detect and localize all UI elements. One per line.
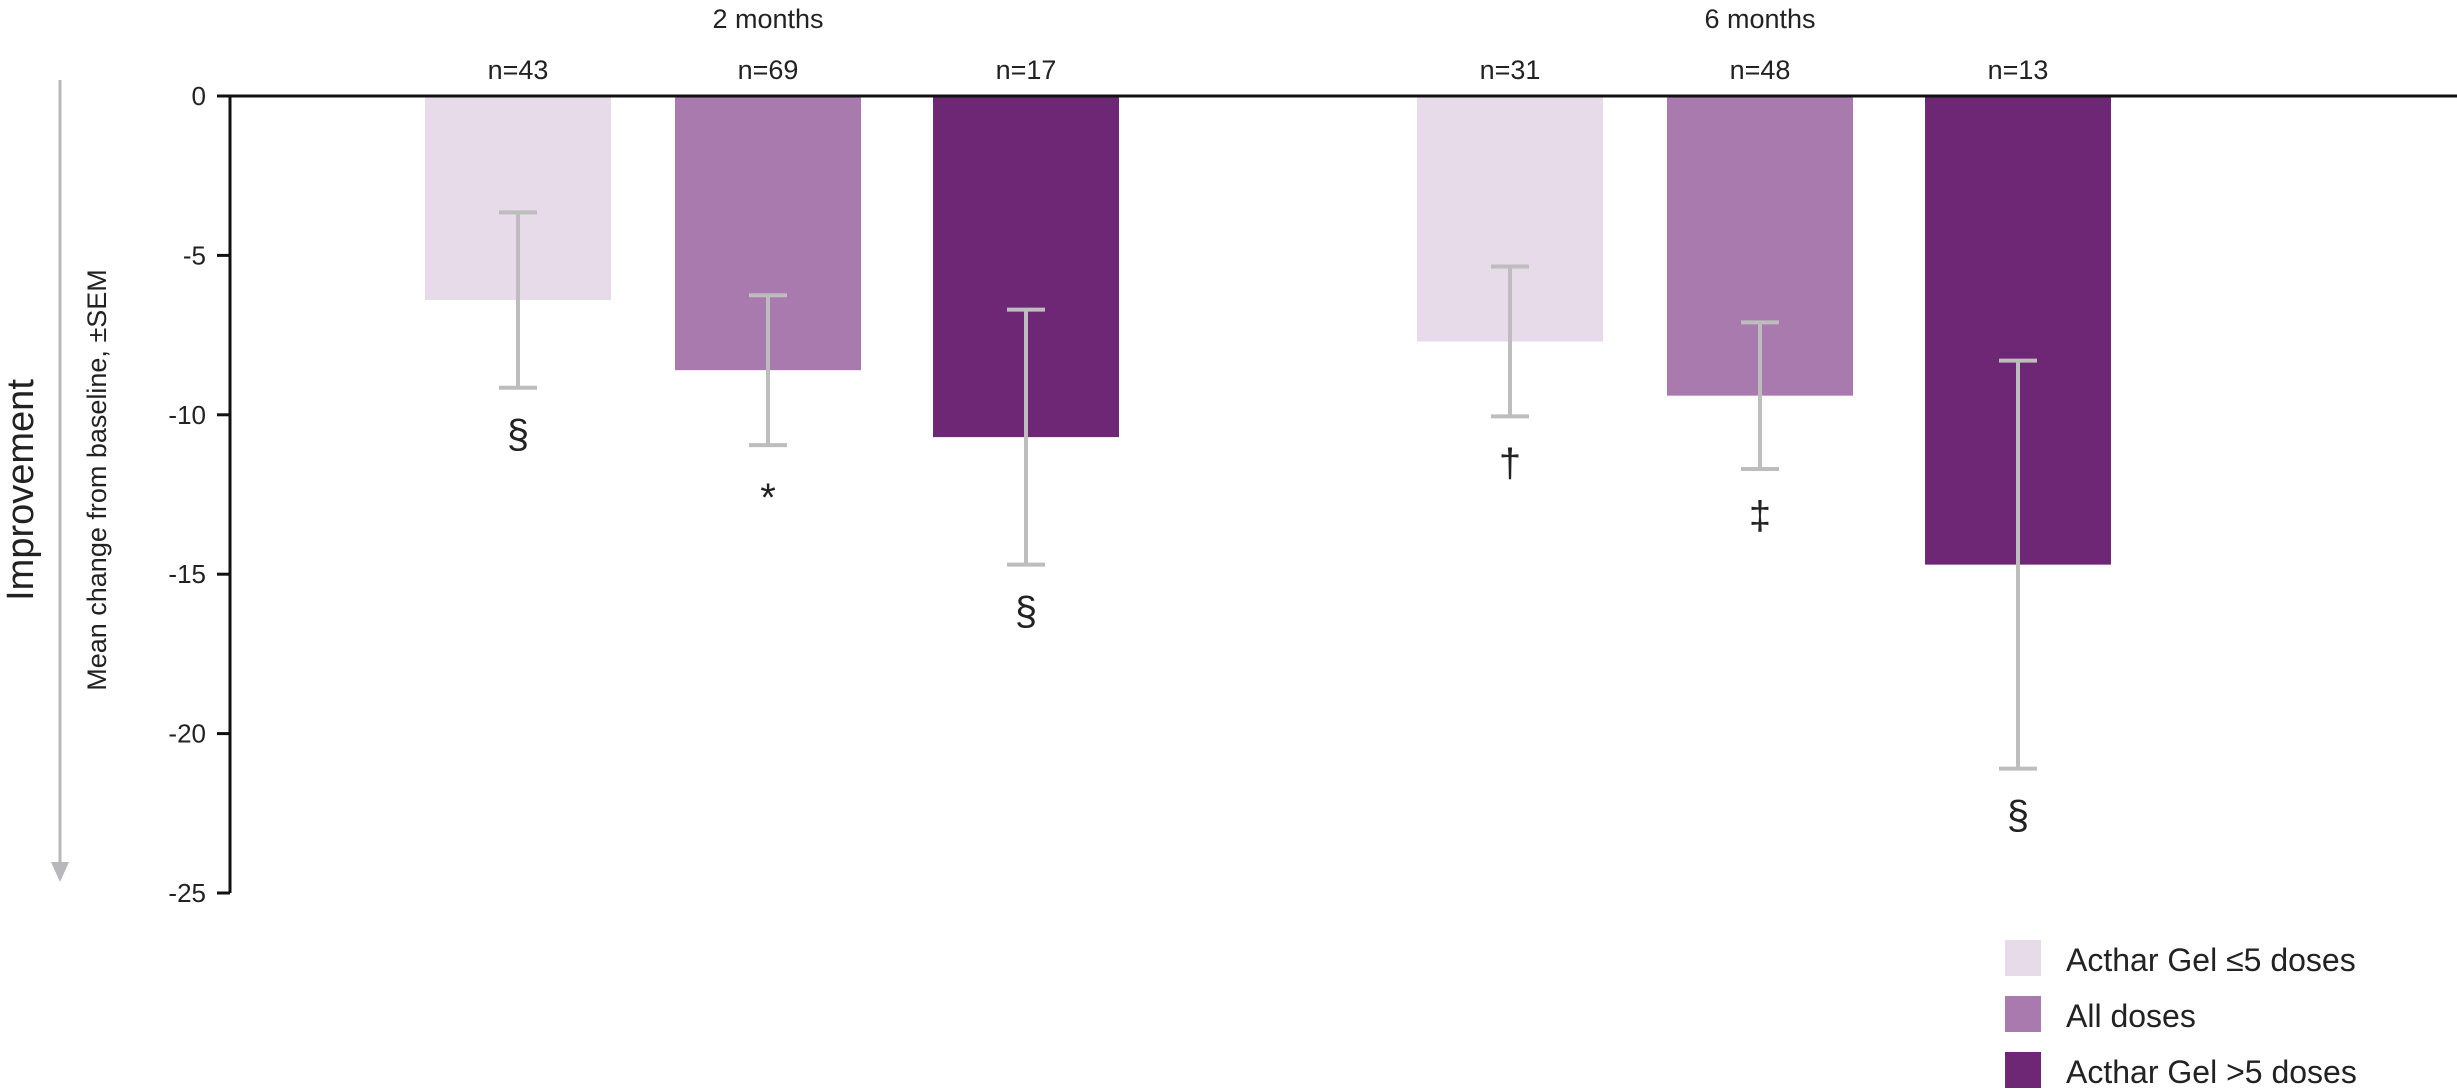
significance-symbol: § bbox=[507, 413, 529, 457]
y-tick-label: -15 bbox=[168, 559, 206, 589]
significance-symbol: † bbox=[1499, 441, 1521, 485]
legend-label: Acthar Gel ≤5 doses bbox=[2066, 942, 2356, 978]
y-tick-label: 0 bbox=[192, 81, 206, 111]
n-label: n=48 bbox=[1730, 55, 1791, 85]
legend-swatch bbox=[2005, 940, 2041, 976]
n-label: n=69 bbox=[738, 55, 799, 85]
significance-symbol: § bbox=[2007, 794, 2029, 838]
group-label: 2 months bbox=[712, 4, 823, 34]
y-tick-label: -5 bbox=[183, 240, 206, 270]
y-axis-label: Mean change from baseline, ±SEM bbox=[82, 269, 112, 691]
legend-label: Acthar Gel >5 doses bbox=[2066, 1054, 2357, 1089]
y-tick-label: -10 bbox=[168, 400, 206, 430]
improvement-label: Improvement bbox=[0, 379, 42, 601]
group-labels: 2 months 6 months bbox=[712, 4, 1815, 34]
significance-symbol: ‡ bbox=[1749, 494, 1771, 538]
group-label: 6 months bbox=[1704, 4, 1815, 34]
significance-symbol: § bbox=[1015, 590, 1037, 634]
improvement-arrow-head bbox=[51, 862, 69, 882]
legend-label: All doses bbox=[2066, 998, 2196, 1034]
legend-swatch bbox=[2005, 996, 2041, 1032]
n-label: n=17 bbox=[996, 55, 1057, 85]
legend: Acthar Gel ≤5 doses All doses Acthar Gel >… bbox=[2005, 940, 2357, 1089]
y-axis-ticks: 0 -5 -10 -15 -20 -25 bbox=[168, 81, 230, 908]
n-label: n=13 bbox=[1988, 55, 2049, 85]
n-label: n=31 bbox=[1480, 55, 1541, 85]
legend-swatch bbox=[2005, 1052, 2041, 1088]
n-label: n=43 bbox=[488, 55, 549, 85]
y-tick-label: -25 bbox=[168, 878, 206, 908]
y-tick-label: -20 bbox=[168, 719, 206, 749]
significance-symbol: * bbox=[760, 476, 776, 520]
bars-layer: n=43 § n=69 * n=17 § n=31 † n=48 ‡ n=13 § bbox=[425, 55, 2111, 838]
